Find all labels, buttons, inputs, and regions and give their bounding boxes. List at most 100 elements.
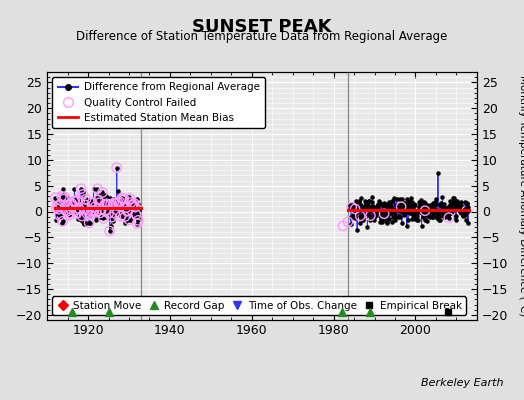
Point — [98, 189, 106, 196]
Point — [442, 205, 450, 211]
Point — [440, 204, 449, 211]
Point — [57, 214, 65, 220]
Point — [52, 205, 61, 211]
Point — [444, 205, 452, 212]
Point — [380, 210, 388, 217]
Point — [425, 208, 433, 214]
Point — [109, 218, 117, 224]
Point — [406, 204, 414, 211]
Point — [375, 198, 383, 205]
Point — [391, 202, 400, 208]
Point — [357, 213, 366, 220]
Point — [378, 217, 386, 224]
Point — [377, 216, 386, 222]
Point — [130, 200, 138, 206]
Point — [111, 207, 119, 213]
Point — [402, 206, 410, 212]
Point — [403, 196, 411, 202]
Point — [376, 213, 384, 220]
Point — [362, 200, 370, 206]
Point — [428, 212, 436, 218]
Point — [68, 205, 77, 211]
Point — [134, 216, 142, 222]
Point — [129, 205, 138, 211]
Point — [417, 209, 425, 215]
Point — [394, 205, 402, 212]
Point — [61, 207, 70, 213]
Point — [412, 209, 420, 215]
Point — [117, 206, 125, 212]
Point — [396, 196, 404, 202]
Point — [437, 209, 445, 216]
Point — [408, 199, 416, 205]
Point — [98, 204, 106, 211]
Point — [362, 199, 370, 205]
Point — [372, 209, 380, 215]
Point — [346, 205, 355, 212]
Point — [387, 197, 396, 204]
Point — [96, 210, 105, 216]
Point — [58, 213, 66, 220]
Point — [131, 204, 139, 210]
Point — [117, 213, 125, 220]
Point — [455, 200, 463, 207]
Point — [64, 207, 72, 214]
Point — [432, 212, 441, 219]
Point — [388, 208, 397, 214]
Point — [367, 204, 375, 210]
Point — [355, 198, 363, 204]
Point — [361, 204, 369, 210]
Point — [115, 203, 123, 209]
Point — [78, 213, 86, 219]
Point — [107, 214, 116, 220]
Point — [83, 210, 91, 217]
Point — [105, 228, 114, 234]
Point — [66, 212, 74, 218]
Point — [126, 198, 135, 204]
Point — [432, 208, 441, 215]
Point — [67, 206, 75, 213]
Point — [92, 217, 100, 224]
Point — [366, 216, 374, 223]
Point — [86, 206, 95, 212]
Point — [111, 200, 119, 207]
Point — [129, 201, 137, 208]
Point — [374, 206, 382, 213]
Point — [359, 205, 367, 212]
Point — [344, 219, 352, 225]
Point — [453, 198, 461, 204]
Point — [96, 202, 105, 209]
Point — [417, 197, 425, 203]
Point — [82, 196, 90, 202]
Point — [382, 206, 390, 213]
Point — [415, 203, 423, 210]
Point — [116, 199, 124, 205]
Point — [347, 204, 356, 210]
Point — [53, 204, 62, 210]
Point — [354, 208, 363, 214]
Point — [440, 201, 449, 208]
Point — [106, 201, 115, 208]
Point — [403, 223, 411, 229]
Point — [360, 205, 368, 212]
Point — [367, 206, 376, 213]
Point — [104, 206, 112, 213]
Point — [353, 200, 362, 207]
Point — [102, 202, 110, 208]
Point — [86, 212, 94, 218]
Point — [354, 209, 363, 215]
Point — [53, 203, 62, 209]
Point — [93, 186, 102, 192]
Point — [396, 214, 405, 220]
Point — [444, 209, 453, 216]
Point — [419, 208, 427, 214]
Point — [450, 205, 458, 211]
Point — [400, 200, 408, 206]
Point — [57, 193, 66, 200]
Point — [121, 220, 129, 226]
Point — [54, 201, 63, 208]
Point — [69, 199, 78, 206]
Point — [97, 206, 105, 213]
Point — [450, 204, 458, 211]
Point — [397, 203, 405, 209]
